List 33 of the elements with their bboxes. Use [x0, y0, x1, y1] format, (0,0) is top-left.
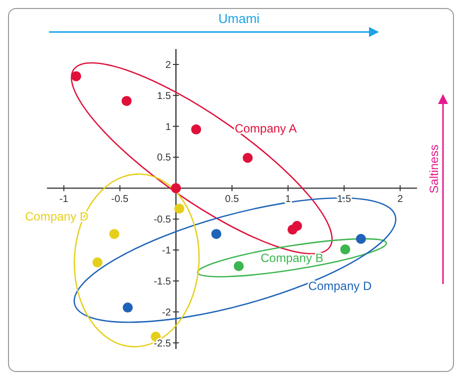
x-tick-label: 1	[285, 194, 292, 206]
x-axis-title: Umami	[217, 11, 261, 26]
y-tick-label: 2	[165, 60, 172, 71]
point	[292, 220, 302, 231]
y-tick-label: -1	[162, 246, 172, 257]
point	[340, 244, 350, 254]
y-tick-label: -0.5	[154, 214, 172, 226]
text: Company D	[308, 279, 372, 294]
point	[122, 302, 133, 313]
point	[170, 183, 181, 194]
point	[92, 257, 102, 268]
x-tick-label: 0.5	[225, 194, 240, 206]
point	[242, 152, 253, 163]
y-axis-title: Saltiness	[427, 144, 442, 196]
point	[109, 228, 120, 239]
y-tick-label: 0.5	[157, 152, 172, 164]
y-tick-label: 1.5	[157, 90, 172, 102]
point	[174, 204, 184, 214]
y-tick-label: 1	[165, 122, 172, 133]
point	[71, 71, 82, 82]
y-tick-label: -1.5	[154, 276, 172, 288]
point	[122, 96, 132, 106]
x-tick-label: 2	[397, 194, 404, 206]
y-tick-label: -2	[162, 307, 172, 318]
y-tick-label: -2.5	[154, 338, 172, 350]
series-label: Company A	[234, 121, 297, 136]
series-label: Company B	[260, 250, 324, 265]
point	[356, 234, 366, 244]
point	[234, 261, 244, 272]
x-tick-label: -1	[59, 194, 69, 206]
point	[191, 124, 202, 134]
point	[211, 228, 222, 239]
x-tick-label: -0.5	[111, 194, 129, 206]
